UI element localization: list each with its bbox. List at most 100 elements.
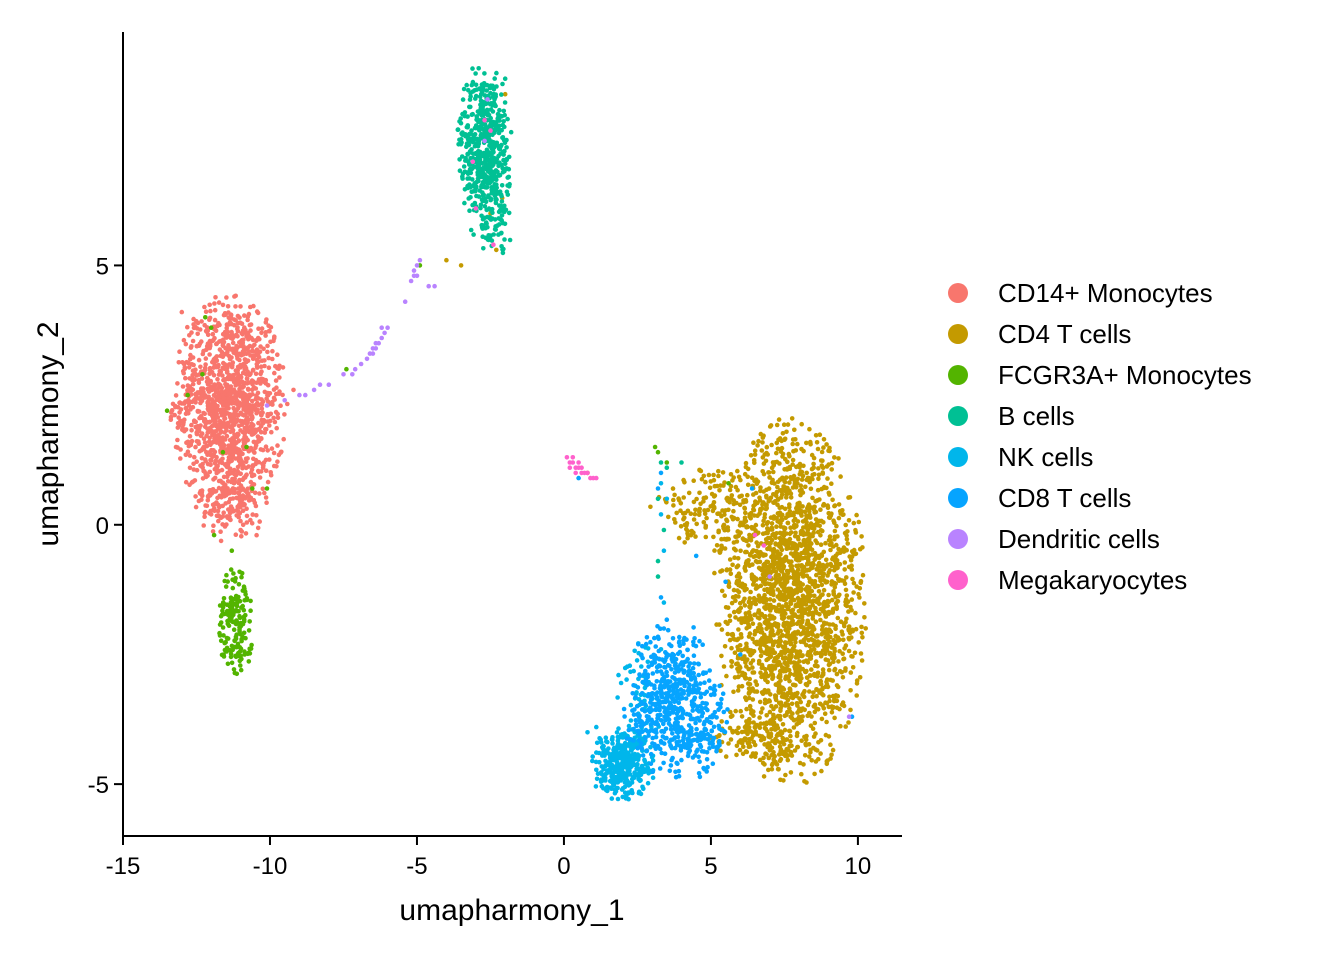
data-point: [187, 482, 192, 488]
data-point: [747, 596, 753, 601]
data-point: [787, 480, 792, 485]
data-point: [482, 204, 488, 209]
data-point: [775, 446, 781, 452]
data-point: [791, 571, 797, 577]
data-point: [482, 71, 487, 76]
data-point: [774, 723, 780, 728]
data-point: [771, 598, 777, 603]
data-point: [226, 499, 232, 505]
data-point: [242, 652, 247, 657]
data-point: [469, 112, 475, 117]
data-point: [249, 416, 254, 422]
data-point: [843, 547, 849, 553]
data-point: [843, 599, 848, 605]
data-point: [804, 780, 809, 785]
data-point: [626, 796, 631, 802]
data-point: [840, 508, 845, 513]
data-point: [762, 687, 767, 693]
data-point: [727, 487, 733, 493]
data-point: [805, 619, 810, 624]
data-point: [817, 432, 823, 438]
data-point: [853, 551, 859, 557]
data-point: [502, 148, 507, 154]
data-point: [196, 343, 202, 349]
data-point: [826, 611, 831, 617]
data-point: [737, 494, 742, 499]
data-point: [801, 541, 807, 546]
data-point: [763, 620, 768, 626]
data-point: [478, 107, 483, 112]
data-point: [764, 487, 769, 493]
data-point: [826, 628, 832, 634]
data-point: [477, 111, 482, 116]
data-point: [771, 462, 776, 468]
data-point: [467, 176, 472, 181]
data-point: [234, 343, 239, 349]
data-point: [476, 141, 482, 147]
data-point: [744, 647, 750, 652]
data-point: [718, 569, 723, 574]
data-point: [213, 489, 219, 494]
data-point: [850, 576, 855, 582]
data-point: [199, 431, 205, 436]
data-point: [202, 440, 208, 445]
data-point: [239, 570, 245, 576]
data-point: [746, 610, 752, 615]
data-point: [780, 451, 786, 457]
data-point: [759, 630, 765, 635]
data-point: [242, 401, 247, 406]
data-point: [776, 680, 781, 686]
data-point: [817, 688, 822, 693]
data-point: [862, 601, 867, 606]
data-point: [764, 657, 769, 663]
data-point: [632, 770, 637, 775]
data-point: [807, 689, 812, 694]
data-point: [499, 114, 505, 119]
data-point: [738, 616, 744, 621]
data-point: [781, 566, 786, 571]
data-point: [802, 753, 808, 758]
data-point: [265, 349, 270, 355]
data-point: [775, 631, 780, 636]
data-point: [238, 488, 244, 493]
data-point: [786, 674, 791, 679]
data-point: [479, 133, 485, 139]
data-point: [798, 483, 804, 489]
data-point: [751, 709, 756, 714]
data-point: [197, 415, 202, 421]
data-point: [748, 453, 754, 458]
data-point: [717, 549, 723, 555]
data-point: [827, 515, 833, 521]
data-point: [224, 325, 229, 331]
data-point: [486, 112, 492, 118]
data-point: [650, 775, 656, 780]
data-point: [773, 541, 778, 546]
data-point: [821, 549, 827, 555]
data-point: [201, 436, 207, 442]
data-point: [746, 624, 752, 629]
data-point: [219, 389, 224, 394]
data-point: [860, 545, 865, 550]
data-point: [710, 508, 716, 514]
data-point: [472, 88, 478, 93]
data-point: [766, 741, 772, 746]
data-point: [222, 416, 228, 421]
data-point: [826, 704, 832, 710]
data-point: [486, 233, 492, 238]
data-point: [793, 654, 799, 660]
data-point: [227, 356, 233, 362]
data-point: [760, 566, 765, 571]
data-point: [209, 387, 215, 393]
data-point: [249, 521, 255, 526]
data-point: [754, 689, 760, 694]
data-point: [803, 635, 808, 641]
data-point: [681, 495, 686, 500]
data-point: [246, 387, 251, 392]
data-point: [232, 432, 237, 438]
data-point: [501, 152, 506, 157]
data-point: [720, 470, 726, 475]
data-point: [789, 564, 795, 569]
data-point: [726, 741, 731, 746]
data-point: [779, 649, 784, 655]
data-point: [229, 321, 234, 327]
